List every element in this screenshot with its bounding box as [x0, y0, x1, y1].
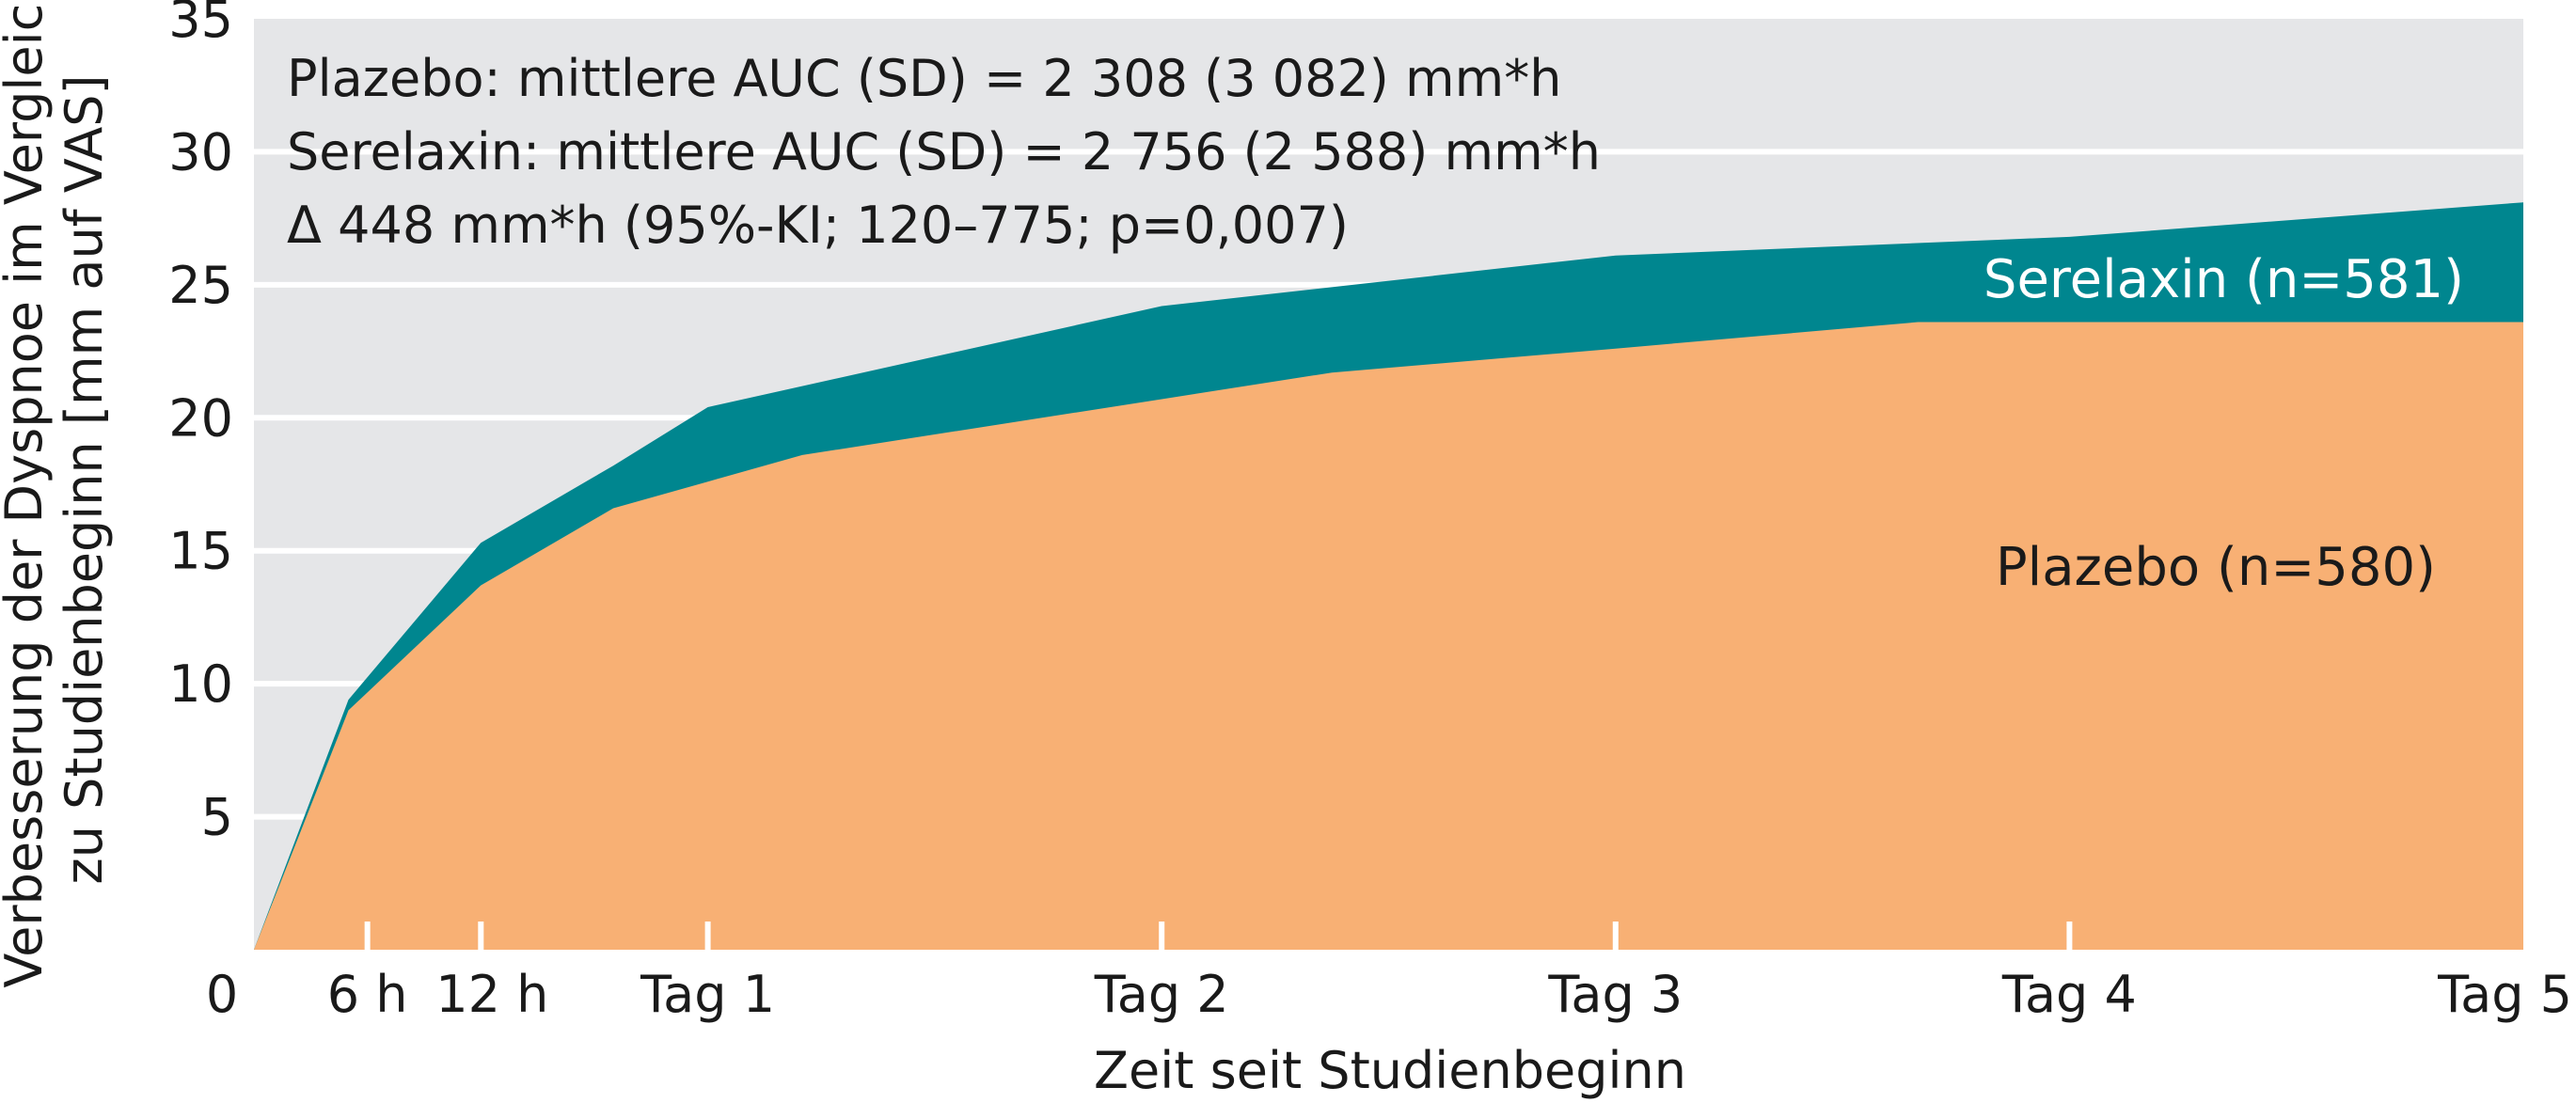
x-tick-label-origin: 0: [206, 965, 238, 1024]
x-tick-label-48: Tag 2: [1094, 965, 1229, 1024]
series-label-plazebo: Plazebo (n=580): [1996, 537, 2436, 598]
y-tick-label-30: 30: [168, 122, 233, 181]
y-axis-label-line-1: Verbesserung der Dyspnoe im Vergleich: [0, 0, 54, 988]
x-tick-label-72: Tag 3: [1547, 965, 1683, 1024]
x-tick-label-6: 6 h: [327, 965, 408, 1024]
y-tick-label-15: 15: [168, 522, 233, 581]
x-axis-ticks: 0 6 h 12 h Tag 1 Tag 2 Tag 3 Tag 4 Tag 5: [206, 922, 2572, 1024]
y-axis-ticks: 35 30 25 20 15 10 5: [168, 0, 233, 847]
annotation-plazebo-auc: Plazebo: mittlere AUC (SD) = 2 308 (3 08…: [287, 49, 1561, 108]
y-tick-label-5: 5: [201, 788, 233, 847]
y-tick-label-20: 20: [168, 388, 233, 448]
y-tick-label-35: 35: [168, 0, 233, 49]
y-axis-label-line-2: zu Studienbeginn [mm auf VAS]: [55, 74, 114, 884]
y-tick-label-25: 25: [168, 256, 233, 315]
x-tick-label-96: Tag 4: [2001, 965, 2137, 1024]
series-label-serelaxin: Serelaxin (n=581): [1983, 249, 2464, 310]
x-tick-label-12: 12 h: [435, 965, 548, 1024]
annotation-serelaxin-auc: Serelaxin: mittlere AUC (SD) = 2 756 (2 …: [287, 122, 1601, 181]
x-tick-label-24: Tag 1: [640, 965, 775, 1024]
x-axis-label: Zeit seit Studienbeginn: [1094, 1041, 1686, 1100]
series-areas: [254, 202, 2523, 950]
annotation-difference: Δ 448 mm*h (95%-KI; 120–775; p=0,007): [287, 196, 1349, 255]
x-tick-label-120: Tag 5: [2437, 965, 2572, 1024]
area-plazebo: [254, 322, 2523, 950]
y-tick-label-10: 10: [168, 654, 233, 714]
